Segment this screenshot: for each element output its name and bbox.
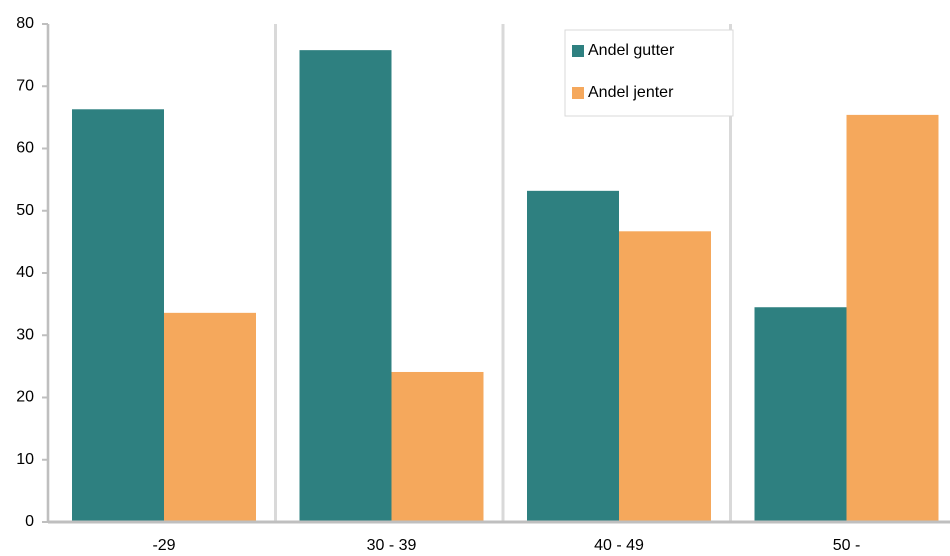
y-tick-label: 20 [16,389,34,406]
x-tick-label: -29 [152,537,175,554]
legend-label: Andel gutter [588,42,675,59]
legend-swatch [572,87,584,99]
y-tick-label: 10 [16,451,34,468]
bar [164,312,256,522]
y-tick-label: 50 [16,202,34,219]
y-tick-label: 80 [16,15,34,32]
bar [72,109,164,522]
legend-label: Andel jenter [588,84,674,101]
y-tick-label: 60 [16,140,34,157]
x-tick-label: 30 - 39 [367,537,417,554]
bar [299,50,392,523]
legend-box [564,29,734,117]
y-tick-label: 0 [25,513,34,530]
bar [754,307,847,522]
legend-swatch [572,45,584,57]
x-tick-label: 50 - [833,537,861,554]
bar [846,114,939,522]
y-tick-label: 30 [16,326,34,343]
bar [619,231,711,523]
bar [391,371,484,522]
y-tick-label: 40 [16,264,34,281]
x-tick-label: 40 - 49 [594,537,644,554]
bar [527,190,619,522]
y-tick-label: 70 [16,77,34,94]
